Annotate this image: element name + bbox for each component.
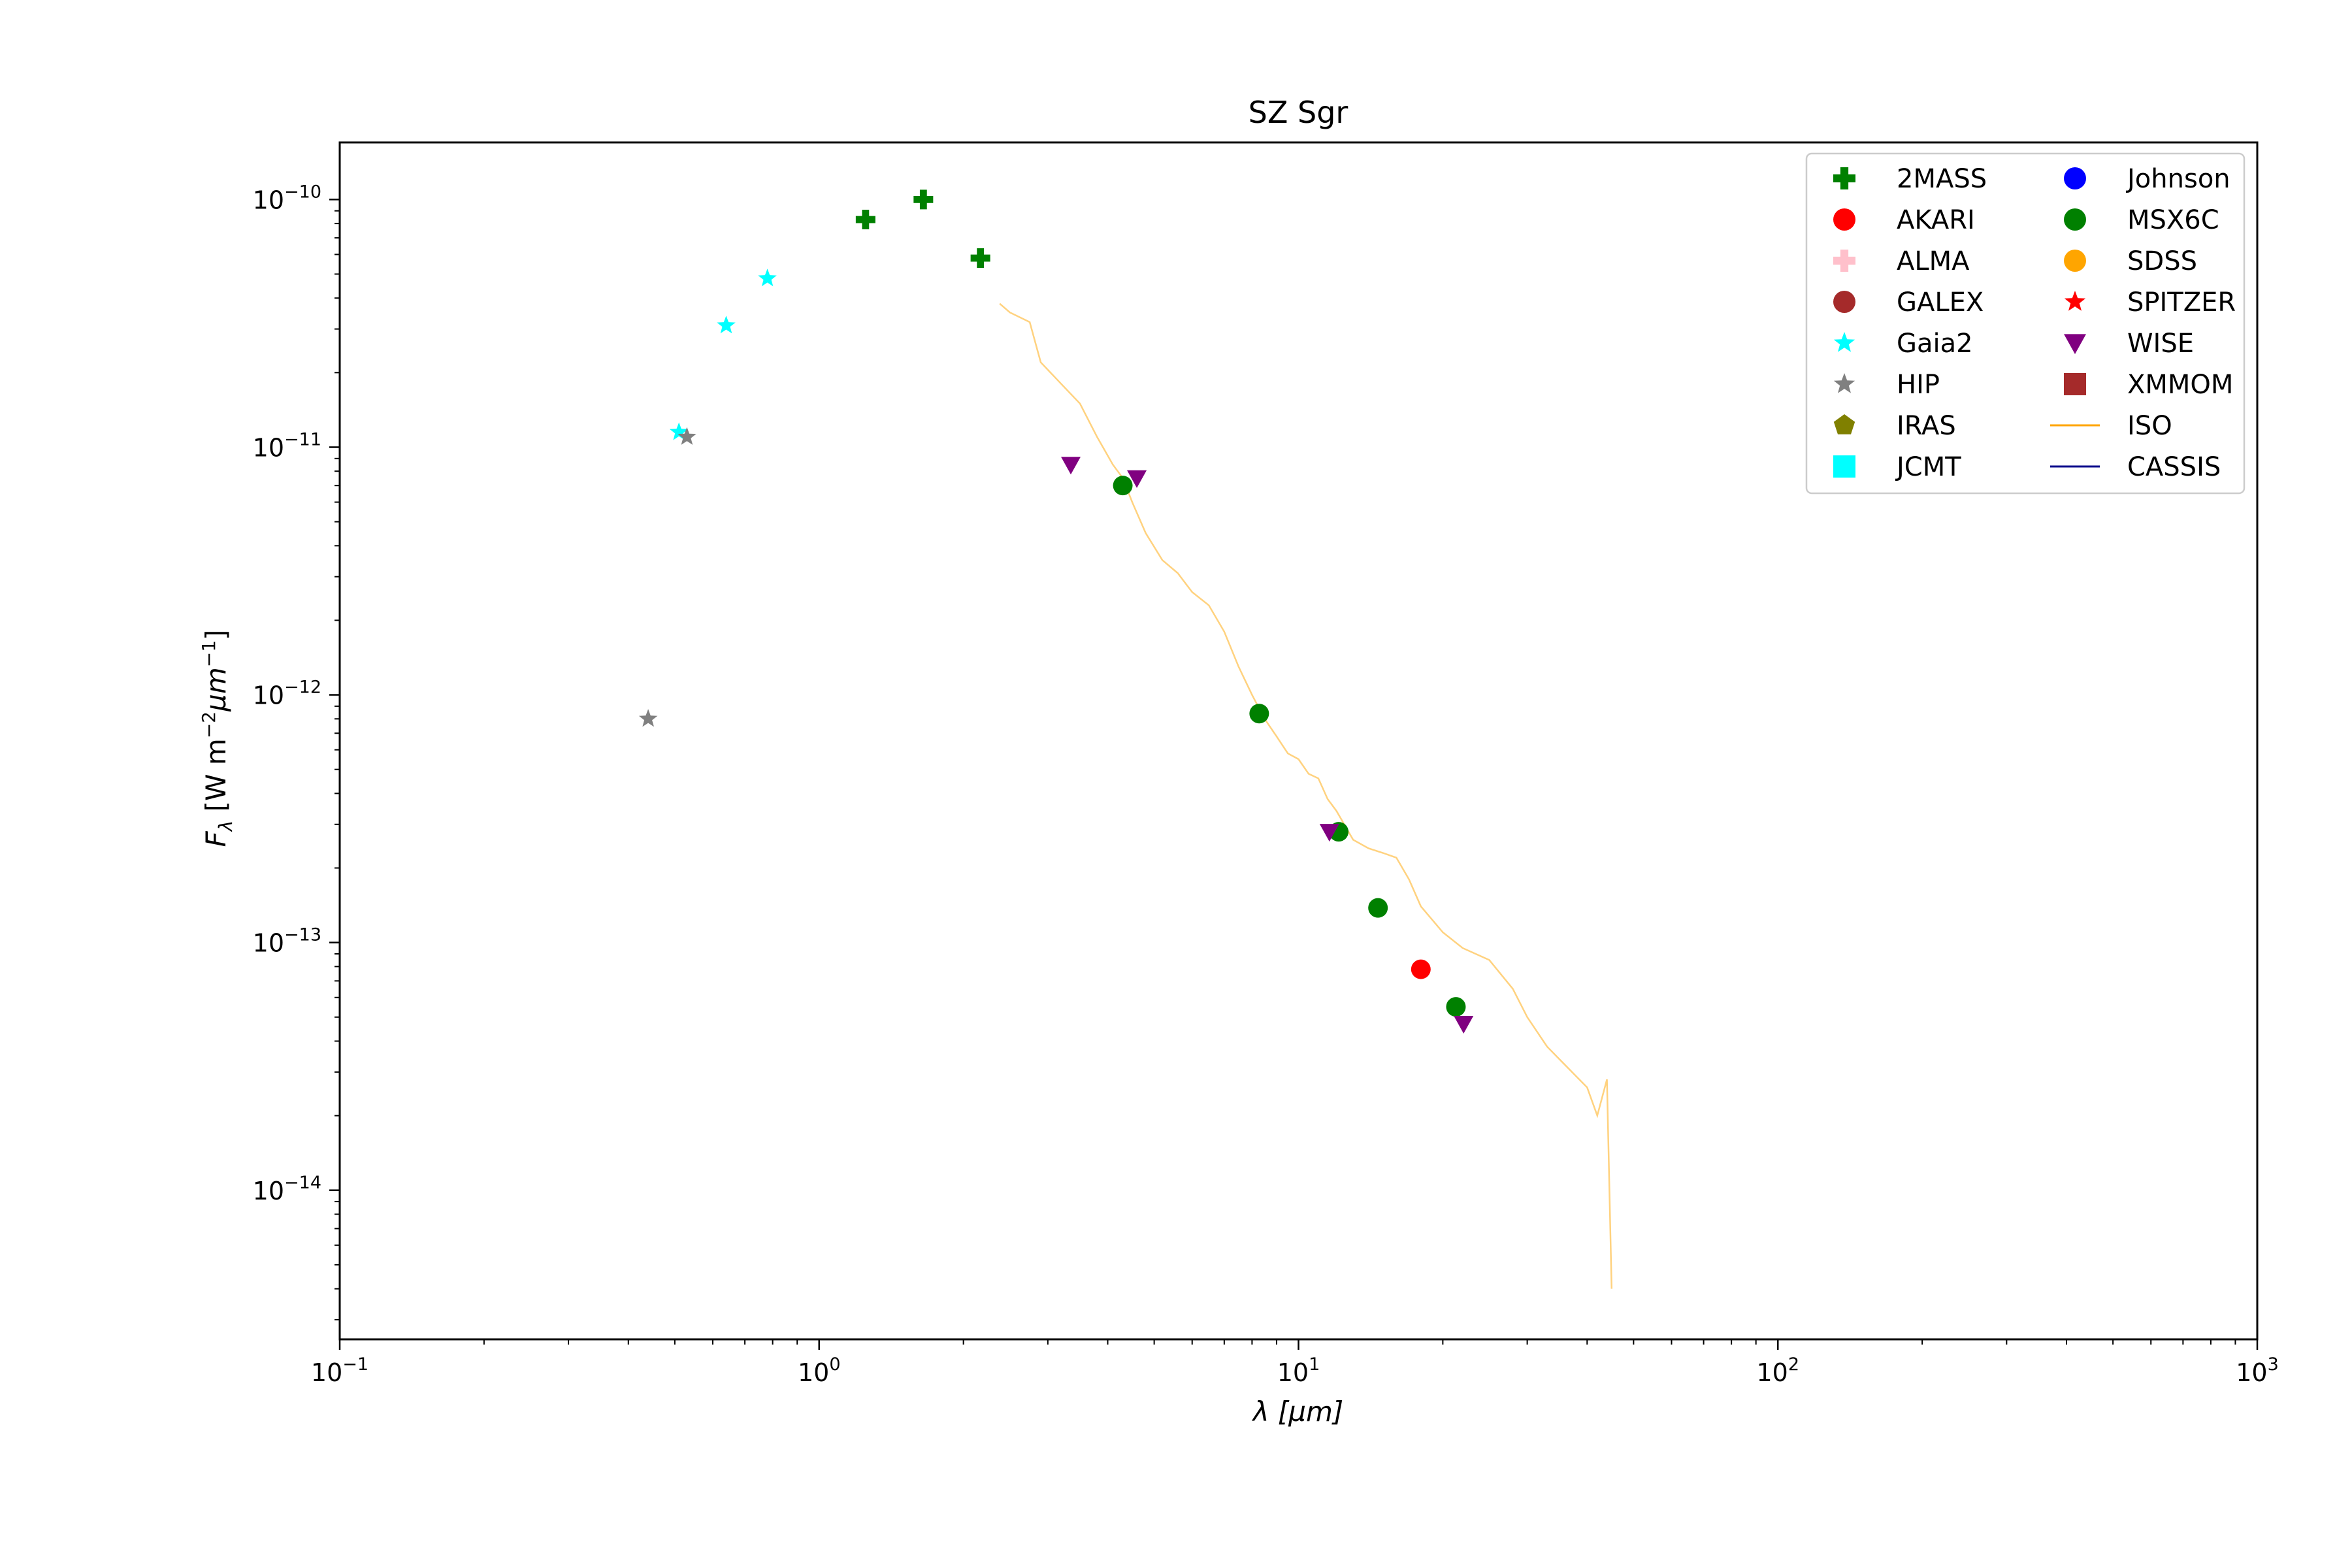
legend-jcmt-label: JCMT: [1895, 452, 1961, 482]
legend-wise-marker: [2064, 334, 2086, 354]
2mass-point: [855, 210, 875, 230]
hip-point: [638, 709, 658, 727]
x-tick-label: 101: [1277, 1354, 1320, 1387]
hip-point: [678, 427, 696, 445]
legend-xmmom-marker: [2064, 373, 2086, 395]
legend-hip-label: HIP: [1897, 370, 1940, 400]
legend-galex-label: GALEX: [1897, 287, 1984, 318]
legend-spitzer-marker: [2064, 291, 2086, 311]
plot-area: [638, 189, 1613, 1289]
msx6c-point: [1446, 997, 1466, 1017]
x-tick-label: 102: [1756, 1354, 1799, 1387]
gaia2-point: [669, 422, 689, 440]
wise-point: [1454, 1015, 1474, 1034]
legend-hip-marker: [1833, 373, 1855, 393]
legend-sdss-label: SDSS: [2127, 246, 2197, 276]
legend-box: [1805, 152, 2246, 495]
legend-wise-label: WISE: [2127, 329, 2194, 359]
legend-spitzer-label: SPITZER: [2127, 287, 2236, 318]
x-axis-label: λ [μm]: [1252, 1396, 1344, 1428]
legend-johnson-label: Johnson: [2125, 164, 2230, 194]
axis-ticks: 10−1 100 101 102 103 10−14 10−13 10−12 10−11 10−1…: [253, 182, 2279, 1387]
legend-alma-marker: [1833, 250, 1855, 272]
y-tick-label: 10−10: [253, 182, 321, 214]
y-axis-label: Fλ [W m−2μm−1]: [198, 630, 237, 847]
y-tick-label: 10−14: [253, 1173, 321, 1205]
x-tick-label: 100: [798, 1354, 841, 1387]
2mass-point: [970, 248, 990, 269]
y-tick-label: 10−13: [253, 925, 321, 958]
wise-point: [1061, 457, 1081, 475]
gaia2-point: [758, 269, 777, 287]
wise-point: [1319, 824, 1339, 842]
legend: 2MASS AKARI ALMA GALEX Gaia2 HIP IRAS JCMT Johns…: [1805, 152, 2246, 495]
legend-alma-label: ALMA: [1897, 246, 1970, 276]
gaia2-point: [717, 316, 736, 334]
legend-msx6c-marker: [2064, 208, 2086, 231]
legend-cassis-label: CASSIS: [2127, 452, 2221, 482]
x-tick-label: 103: [2236, 1354, 2279, 1387]
msx6c-point: [1113, 476, 1133, 496]
msx6c-point: [1249, 704, 1269, 724]
legend-iso-label: ISO: [2127, 411, 2172, 441]
y-tick-label: 10−12: [253, 678, 321, 710]
wise-point: [1127, 470, 1147, 488]
legend-jcmt-marker: [1833, 455, 1855, 478]
legend-2mass-label: 2MASS: [1897, 164, 1987, 194]
legend-2mass-marker: [1833, 167, 1855, 189]
legend-galex-marker: [1833, 291, 1855, 313]
legend-iras-marker: [1833, 414, 1855, 434]
legend-gaia2-marker: [1833, 332, 1855, 352]
legend-iras-label: IRAS: [1897, 411, 1956, 441]
legend-sdss-marker: [2064, 250, 2086, 272]
x-tick-label: 10−1: [311, 1354, 368, 1387]
legend-akari-marker: [1833, 208, 1855, 231]
chart-title: SZ Sgr: [1249, 95, 1348, 130]
y-tick-label: 10−11: [253, 429, 321, 462]
legend-msx6c-label: MSX6C: [2127, 205, 2219, 235]
legend-akari-label: AKARI: [1897, 205, 1975, 235]
iso-spectrum-line: [999, 302, 1613, 1289]
msx6c-point: [1368, 898, 1388, 918]
legend-xmmom-label: XMMOM: [2127, 370, 2233, 400]
2mass-point: [913, 189, 934, 210]
legend-johnson-marker: [2064, 167, 2086, 189]
akari-point: [1411, 959, 1431, 979]
legend-gaia2-label: Gaia2: [1897, 329, 1973, 359]
